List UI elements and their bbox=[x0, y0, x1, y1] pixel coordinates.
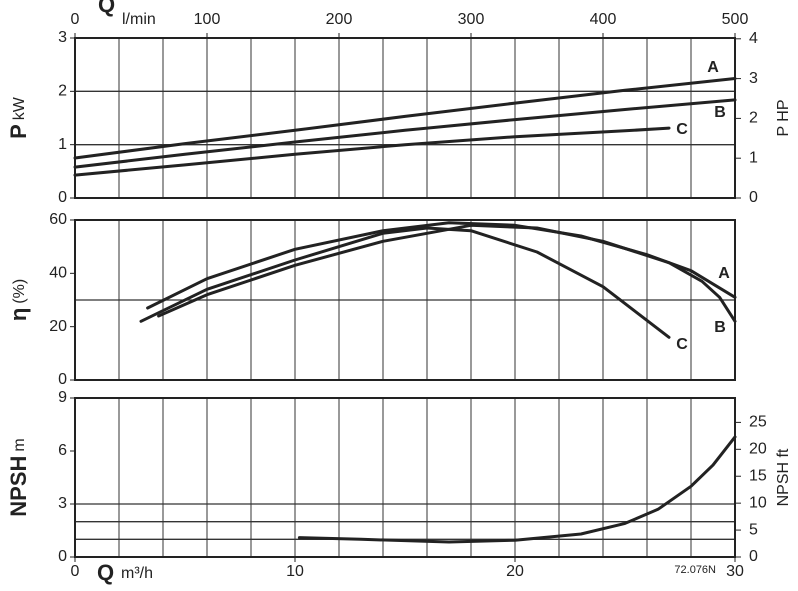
y-tick-label: 3 bbox=[58, 495, 67, 512]
y2-axis-label: NPSH ft bbox=[775, 448, 792, 506]
x-axis-label-unit: m³/h bbox=[121, 565, 153, 582]
x-axis-label: Q bbox=[97, 560, 114, 585]
y2-tick-label: 3 bbox=[749, 70, 758, 87]
x2-tick-label: 500 bbox=[722, 11, 749, 28]
x-tick-label: 0 bbox=[71, 563, 80, 580]
y2-tick-label: 10 bbox=[749, 494, 767, 511]
y-axis-label: η (%) bbox=[6, 279, 31, 321]
y-tick-label: 3 bbox=[58, 29, 67, 46]
y-tick-label: 60 bbox=[49, 211, 67, 228]
curve bbox=[139, 226, 671, 339]
y-axis-label-main: η bbox=[6, 308, 31, 321]
top-x-label: Q bbox=[98, 0, 115, 17]
y-axis-label-main: NPSH bbox=[6, 456, 31, 517]
x-tick-label: 30 bbox=[726, 563, 744, 580]
x2-tick-label: 0 bbox=[71, 11, 80, 28]
y2-tick-label: 5 bbox=[749, 521, 758, 538]
plot-frame bbox=[74, 219, 736, 381]
y-tick-label: 40 bbox=[49, 265, 67, 282]
series-label: B bbox=[714, 104, 726, 121]
y-tick-label: 6 bbox=[58, 442, 67, 459]
y-axis-label: PkW bbox=[6, 96, 31, 139]
y2-tick-label: 4 bbox=[749, 30, 758, 47]
x2-tick-label: 200 bbox=[326, 11, 353, 28]
curve bbox=[297, 435, 737, 544]
y-tick-label: 20 bbox=[49, 318, 67, 335]
y2-tick-label: 1 bbox=[749, 149, 758, 166]
x-tick-label: 10 bbox=[286, 563, 304, 580]
x-tick-label: 20 bbox=[506, 563, 524, 580]
series-label: A bbox=[718, 265, 730, 282]
y2-tick-label: 15 bbox=[749, 467, 767, 484]
curve bbox=[73, 77, 737, 160]
y-tick-label: 0 bbox=[58, 548, 67, 565]
series-label: C bbox=[676, 121, 688, 138]
y-tick-label: 1 bbox=[58, 136, 67, 153]
y-tick-label: 9 bbox=[58, 389, 67, 406]
y-axis-label: NPSH m bbox=[6, 438, 31, 516]
x2-axis-label: l/min bbox=[122, 11, 156, 28]
series-label: B bbox=[714, 319, 726, 336]
y-axis-label-unit: m bbox=[11, 438, 28, 451]
curve bbox=[73, 98, 737, 169]
y-tick-label: 2 bbox=[58, 83, 67, 100]
y2-tick-label: 0 bbox=[749, 189, 758, 206]
x2-tick-label: 300 bbox=[458, 11, 485, 28]
y2-tick-label: 0 bbox=[749, 548, 758, 565]
y2-axis-label: P HP bbox=[775, 99, 792, 136]
plot-frame bbox=[74, 397, 736, 558]
plot-frame bbox=[74, 37, 736, 199]
y-axis-label-main: P bbox=[6, 124, 31, 139]
y2-tick-label: 25 bbox=[749, 414, 767, 431]
y-axis-label-unit: kW bbox=[11, 96, 28, 120]
y-axis-label-unit: (%) bbox=[11, 279, 28, 304]
y-tick-label: 0 bbox=[58, 189, 67, 206]
chart-note: 72.076N bbox=[674, 564, 716, 576]
y2-tick-label: 2 bbox=[749, 110, 758, 127]
y2-tick-label: 20 bbox=[749, 441, 767, 458]
curve bbox=[157, 223, 737, 323]
curve bbox=[73, 126, 671, 177]
x2-tick-label: 400 bbox=[590, 11, 617, 28]
y-tick-label: 0 bbox=[58, 371, 67, 388]
series-label: C bbox=[676, 336, 688, 353]
x2-tick-label: 100 bbox=[194, 11, 221, 28]
series-label: A bbox=[707, 59, 719, 76]
